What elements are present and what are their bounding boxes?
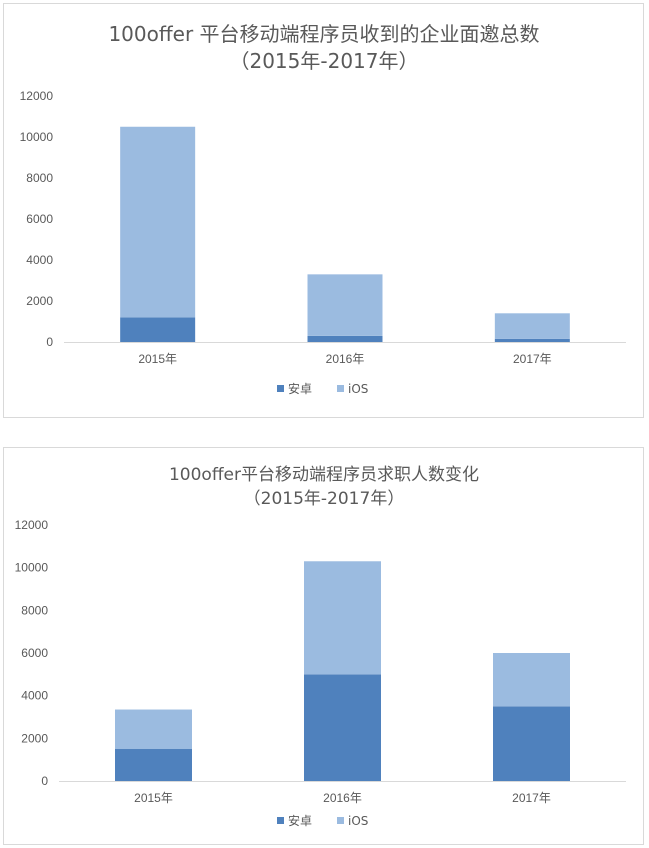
legend-label: 安卓 — [288, 813, 312, 828]
bar-iOS-2016年 — [307, 274, 383, 336]
y-tick-label: 8000 — [21, 603, 48, 617]
chart-title: 100offer 平台移动端程序员收到的企业面邀总数 — [108, 22, 539, 46]
legend-swatch — [337, 817, 344, 824]
legend-label: iOS — [348, 382, 368, 396]
x-tick-label: 2015年 — [138, 352, 177, 366]
y-tick-label: 10000 — [15, 561, 49, 575]
bar-安卓-2015年 — [120, 317, 196, 342]
y-tick-label: 2000 — [21, 731, 48, 745]
bar-iOS-2016年 — [304, 561, 381, 675]
plot-area: 0 2000 4000 6000 8000 10000 12000 2015年 2016年 201… — [20, 89, 626, 396]
y-tick-label: 6000 — [21, 646, 48, 660]
y-tick-label: 0 — [46, 335, 53, 349]
y-tick-label: 4000 — [26, 253, 53, 267]
chart-applicants-svg: 100offer平台移动端程序员求职人数变化 （2015年-2017年） 0 20… — [15, 465, 626, 828]
bar-安卓-2016年 — [304, 674, 381, 781]
legend-swatch — [277, 385, 284, 392]
y-tick-label: 4000 — [21, 689, 48, 703]
bar-安卓-2017年 — [493, 706, 570, 781]
x-tick-label: 2017年 — [512, 791, 551, 805]
x-tick-label: 2015年 — [134, 791, 173, 805]
y-tick-label: 0 — [41, 774, 48, 788]
y-tick-label: 10000 — [20, 130, 54, 144]
bar-安卓-2017年 — [494, 338, 570, 342]
bar-iOS-2015年 — [115, 709, 192, 749]
legend-swatch — [337, 385, 344, 392]
chart-panel-applicants: 100offer平台移动端程序员求职人数变化 （2015年-2017年） 0 20… — [3, 447, 644, 845]
y-tick-label: 12000 — [20, 89, 54, 103]
chart-subtitle: （2015年-2017年） — [244, 489, 405, 509]
bar-安卓-2015年 — [115, 749, 192, 781]
y-tick-label: 12000 — [15, 518, 49, 532]
bar-iOS-2017年 — [494, 313, 570, 339]
chart-subtitle: （2015年-2017年） — [229, 49, 418, 73]
legend-label: iOS — [348, 814, 368, 828]
y-tick-label: 8000 — [26, 171, 53, 185]
bar-安卓-2016年 — [307, 335, 383, 342]
chart-title: 100offer平台移动端程序员求职人数变化 — [169, 465, 479, 485]
bar-iOS-2017年 — [493, 653, 570, 707]
chart-panel-offers: 100offer 平台移动端程序员收到的企业面邀总数 （2015年-2017年）… — [3, 3, 644, 418]
chart-offers-svg: 100offer 平台移动端程序员收到的企业面邀总数 （2015年-2017年）… — [20, 22, 626, 396]
bar-iOS-2015年 — [120, 126, 196, 318]
y-tick-label: 6000 — [26, 212, 53, 226]
legend-swatch — [277, 817, 284, 824]
plot-area: 0 2000 4000 6000 8000 10000 12000 2015年 2016年 201… — [15, 518, 626, 828]
y-tick-label: 2000 — [26, 294, 53, 308]
legend-label: 安卓 — [288, 381, 312, 396]
x-tick-label: 2016年 — [326, 352, 365, 366]
x-tick-label: 2016年 — [323, 791, 362, 805]
x-tick-label: 2017年 — [513, 352, 552, 366]
